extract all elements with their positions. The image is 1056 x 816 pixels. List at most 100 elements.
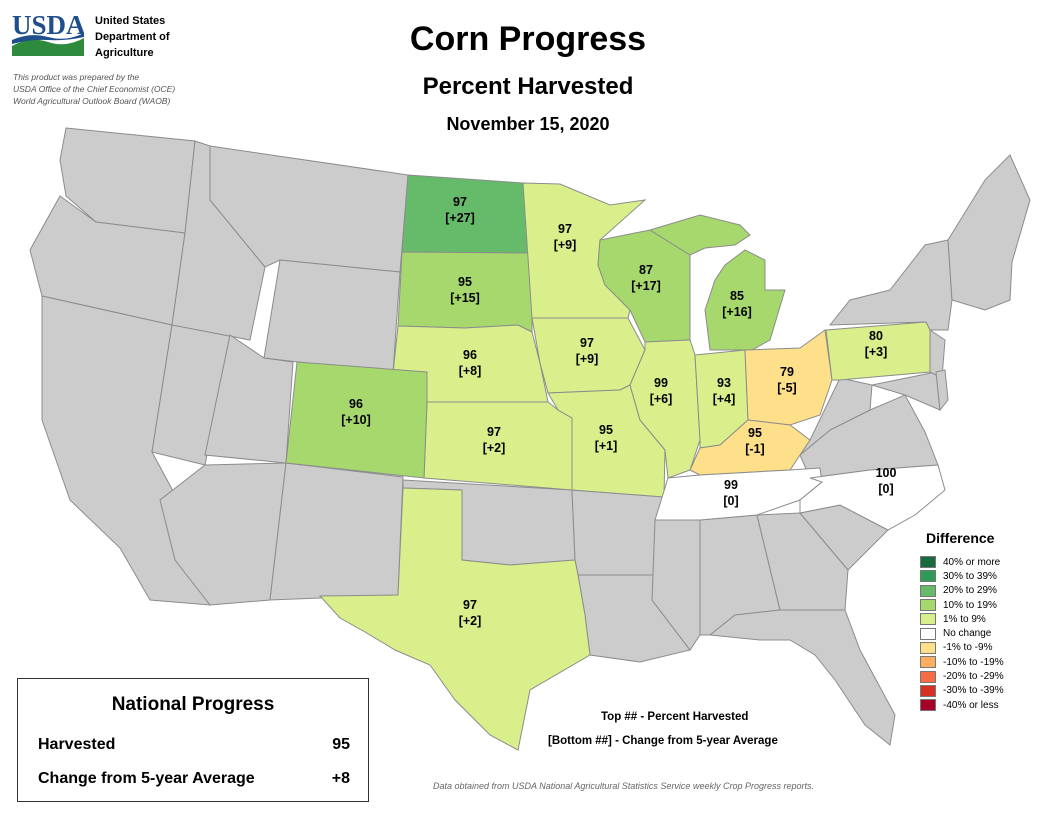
label-TX-change: [+2] bbox=[459, 614, 482, 628]
label-IA-value: 97 bbox=[580, 336, 594, 350]
legend-item: -10% to -19% bbox=[920, 655, 1004, 669]
prepared-line: This product was prepared by the bbox=[13, 72, 140, 82]
label-SD-value: 95 bbox=[458, 275, 472, 289]
national-progress-box: National Progress Harvested 95 Change fr… bbox=[17, 678, 369, 802]
legend-swatch bbox=[920, 613, 936, 626]
state-New-England bbox=[947, 154, 1031, 311]
legend-swatch bbox=[920, 641, 936, 654]
label-ND-value: 97 bbox=[453, 195, 467, 209]
national-row-label: Change from 5-year Average bbox=[38, 770, 255, 787]
prepared-line: World Agricultural Outlook Board (WAOB) bbox=[13, 96, 171, 106]
label-NC-value: 100 bbox=[876, 466, 897, 480]
label-ND-change: [+27] bbox=[445, 211, 475, 225]
label-PA-value: 80 bbox=[869, 329, 883, 343]
legend-item: 1% to 9% bbox=[920, 612, 1004, 626]
label-OH-change: [-5] bbox=[777, 381, 796, 395]
map-subtitle: Percent Harvested bbox=[422, 73, 634, 100]
label-PA-change: [+3] bbox=[865, 345, 888, 359]
legend-item: No change bbox=[920, 626, 1004, 640]
legend-item: -40% or less bbox=[920, 698, 1004, 712]
agency-line: United States bbox=[95, 15, 166, 27]
legend-label: 1% to 9% bbox=[943, 613, 986, 625]
prepared-line: USDA Office of the Chief Economist (OCE) bbox=[13, 84, 176, 94]
agency-line: Agriculture bbox=[95, 47, 154, 59]
label-KS-value: 97 bbox=[487, 425, 501, 439]
legend-item: 20% to 29% bbox=[920, 584, 1004, 598]
label-IL-change: [+6] bbox=[650, 392, 673, 406]
label-TN-value: 99 bbox=[724, 478, 738, 492]
legend-swatch bbox=[920, 599, 936, 612]
key-note-bottom: [Bottom ##] - Change from 5-year Average bbox=[548, 735, 778, 747]
legend-label: -30% to -39% bbox=[943, 685, 1004, 697]
label-IA-change: [+9] bbox=[576, 352, 599, 366]
state-GA bbox=[756, 512, 849, 611]
legend-item: 30% to 39% bbox=[920, 569, 1004, 583]
legend-swatch bbox=[920, 699, 936, 712]
label-KY-value: 95 bbox=[748, 426, 762, 440]
legend-swatch bbox=[920, 556, 936, 569]
state-DE bbox=[935, 369, 949, 412]
label-KY-change: [-1] bbox=[745, 442, 764, 456]
legend-swatch bbox=[920, 670, 936, 683]
usda-logo-text: USDA bbox=[12, 10, 84, 40]
label-NE-change: [+8] bbox=[459, 364, 482, 378]
state-WI bbox=[597, 229, 691, 343]
label-IL-value: 99 bbox=[654, 376, 668, 390]
label-WI-change: [+17] bbox=[631, 279, 661, 293]
legend-item: -30% to -39% bbox=[920, 684, 1004, 698]
map-title: Corn Progress bbox=[409, 20, 647, 58]
legend-label: -1% to -9% bbox=[943, 642, 993, 654]
legend-label: -10% to -19% bbox=[943, 656, 1004, 668]
label-TX-value: 97 bbox=[463, 598, 477, 612]
label-KS-change: [+2] bbox=[483, 441, 506, 455]
state-MO bbox=[547, 384, 666, 498]
label-MI-value: 85 bbox=[730, 289, 744, 303]
state-NM bbox=[269, 462, 404, 601]
difference-legend: Difference 40% or more 30% to 39% 20% to… bbox=[920, 530, 1004, 712]
label-SD-change: [+15] bbox=[450, 291, 480, 305]
national-row-value: 95 bbox=[332, 736, 350, 753]
legend-label: 40% or more bbox=[943, 556, 1001, 568]
label-NE-value: 96 bbox=[463, 348, 477, 362]
national-row-value: +8 bbox=[331, 770, 350, 787]
legend-label: No change bbox=[943, 628, 992, 640]
label-IN-value: 93 bbox=[717, 376, 731, 390]
usda-logo: USDA bbox=[12, 10, 84, 56]
label-MN-change: [+9] bbox=[554, 238, 577, 252]
label-CO-value: 96 bbox=[349, 397, 363, 411]
label-MO-value: 95 bbox=[599, 423, 613, 437]
label-MO-change: [+1] bbox=[595, 439, 618, 453]
state-FL bbox=[708, 609, 896, 746]
legend-item: -1% to -9% bbox=[920, 641, 1004, 655]
national-row-harvested: Harvested 95 bbox=[38, 736, 350, 754]
state-NC bbox=[799, 464, 946, 531]
label-MI-change: [+16] bbox=[722, 305, 752, 319]
state-MI bbox=[648, 214, 786, 351]
state-TX bbox=[318, 487, 591, 751]
legend-swatch bbox=[920, 584, 936, 597]
key-note-top: Top ## - Percent Harvested bbox=[601, 711, 749, 723]
national-row-change: Change from 5-year Average +8 bbox=[38, 770, 350, 788]
legend-label: -40% or less bbox=[943, 699, 999, 711]
label-TN-change: [0] bbox=[723, 494, 738, 508]
data-source-note: Data obtained from USDA National Agricul… bbox=[433, 781, 814, 791]
label-OH-value: 79 bbox=[780, 365, 794, 379]
state-UT bbox=[204, 334, 294, 464]
legend-swatch bbox=[920, 627, 936, 640]
national-progress-title: National Progress bbox=[111, 694, 275, 715]
agency-line: Department of bbox=[95, 31, 170, 43]
state-CO bbox=[285, 361, 428, 479]
legend-item: 10% to 19% bbox=[920, 598, 1004, 612]
legend-swatch bbox=[920, 656, 936, 669]
legend-item: 40% or more bbox=[920, 555, 1004, 569]
label-IN-change: [+4] bbox=[713, 392, 736, 406]
legend-swatch bbox=[920, 570, 936, 583]
legend-label: 30% to 39% bbox=[943, 570, 997, 582]
map-date: November 15, 2020 bbox=[446, 114, 610, 134]
prepared-by-note: This product was prepared by the USDA Of… bbox=[13, 71, 175, 107]
state-NY bbox=[828, 239, 953, 331]
legend-item: -20% to -29% bbox=[920, 669, 1004, 683]
legend-label: -20% to -29% bbox=[943, 671, 1004, 683]
label-NC-change: [0] bbox=[878, 482, 893, 496]
